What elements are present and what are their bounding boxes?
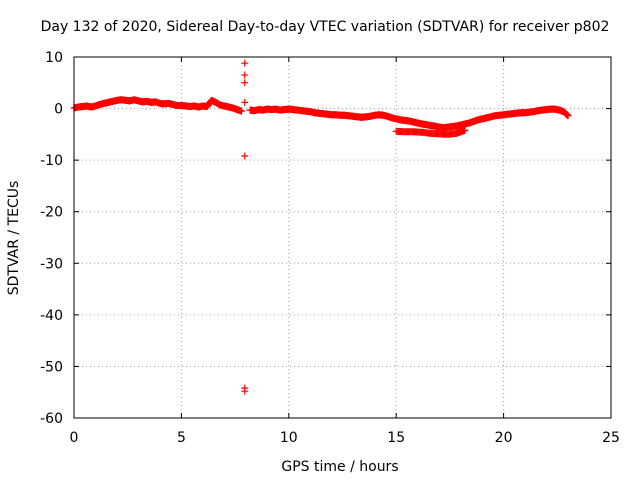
data-point [241, 71, 249, 79]
plot-frame [73, 56, 612, 419]
data-point [241, 79, 249, 87]
data-points [70, 59, 572, 395]
y-tick-label: -20 [40, 205, 63, 221]
x-tick-label: 5 [177, 430, 186, 446]
x-tick-label: 10 [280, 430, 298, 446]
x-axis-label: GPS time / hours [281, 459, 398, 475]
y-tick-label: -10 [40, 153, 63, 169]
y-tick-label: -30 [40, 256, 63, 272]
data-point-fill [237, 107, 245, 115]
data-point [241, 98, 249, 106]
y-tick-label: -40 [40, 308, 63, 324]
data-point [241, 387, 249, 395]
chart-title: Day 132 of 2020, Sidereal Day-to-day VTE… [41, 19, 610, 35]
x-tick-label: 25 [602, 430, 620, 446]
x-tick-label: 20 [495, 430, 513, 446]
data-point-fill [460, 126, 468, 134]
y-tick-label: -60 [40, 411, 63, 427]
y-tick-label: -50 [40, 359, 63, 375]
data-point-fill [564, 111, 572, 119]
y-tick-label: 0 [54, 102, 63, 118]
x-tick-label: 15 [387, 430, 405, 446]
x-tick-label: 0 [70, 430, 79, 446]
data-point [241, 59, 249, 67]
tick-labels: 0 5 10 15 20 25 10 0 -10 -20 -30 -40 -50 -60 [40, 50, 620, 446]
y-tick-label: 10 [45, 50, 63, 66]
y-axis-label: SDTVAR / TECUs [6, 181, 22, 296]
data-point [241, 152, 249, 160]
